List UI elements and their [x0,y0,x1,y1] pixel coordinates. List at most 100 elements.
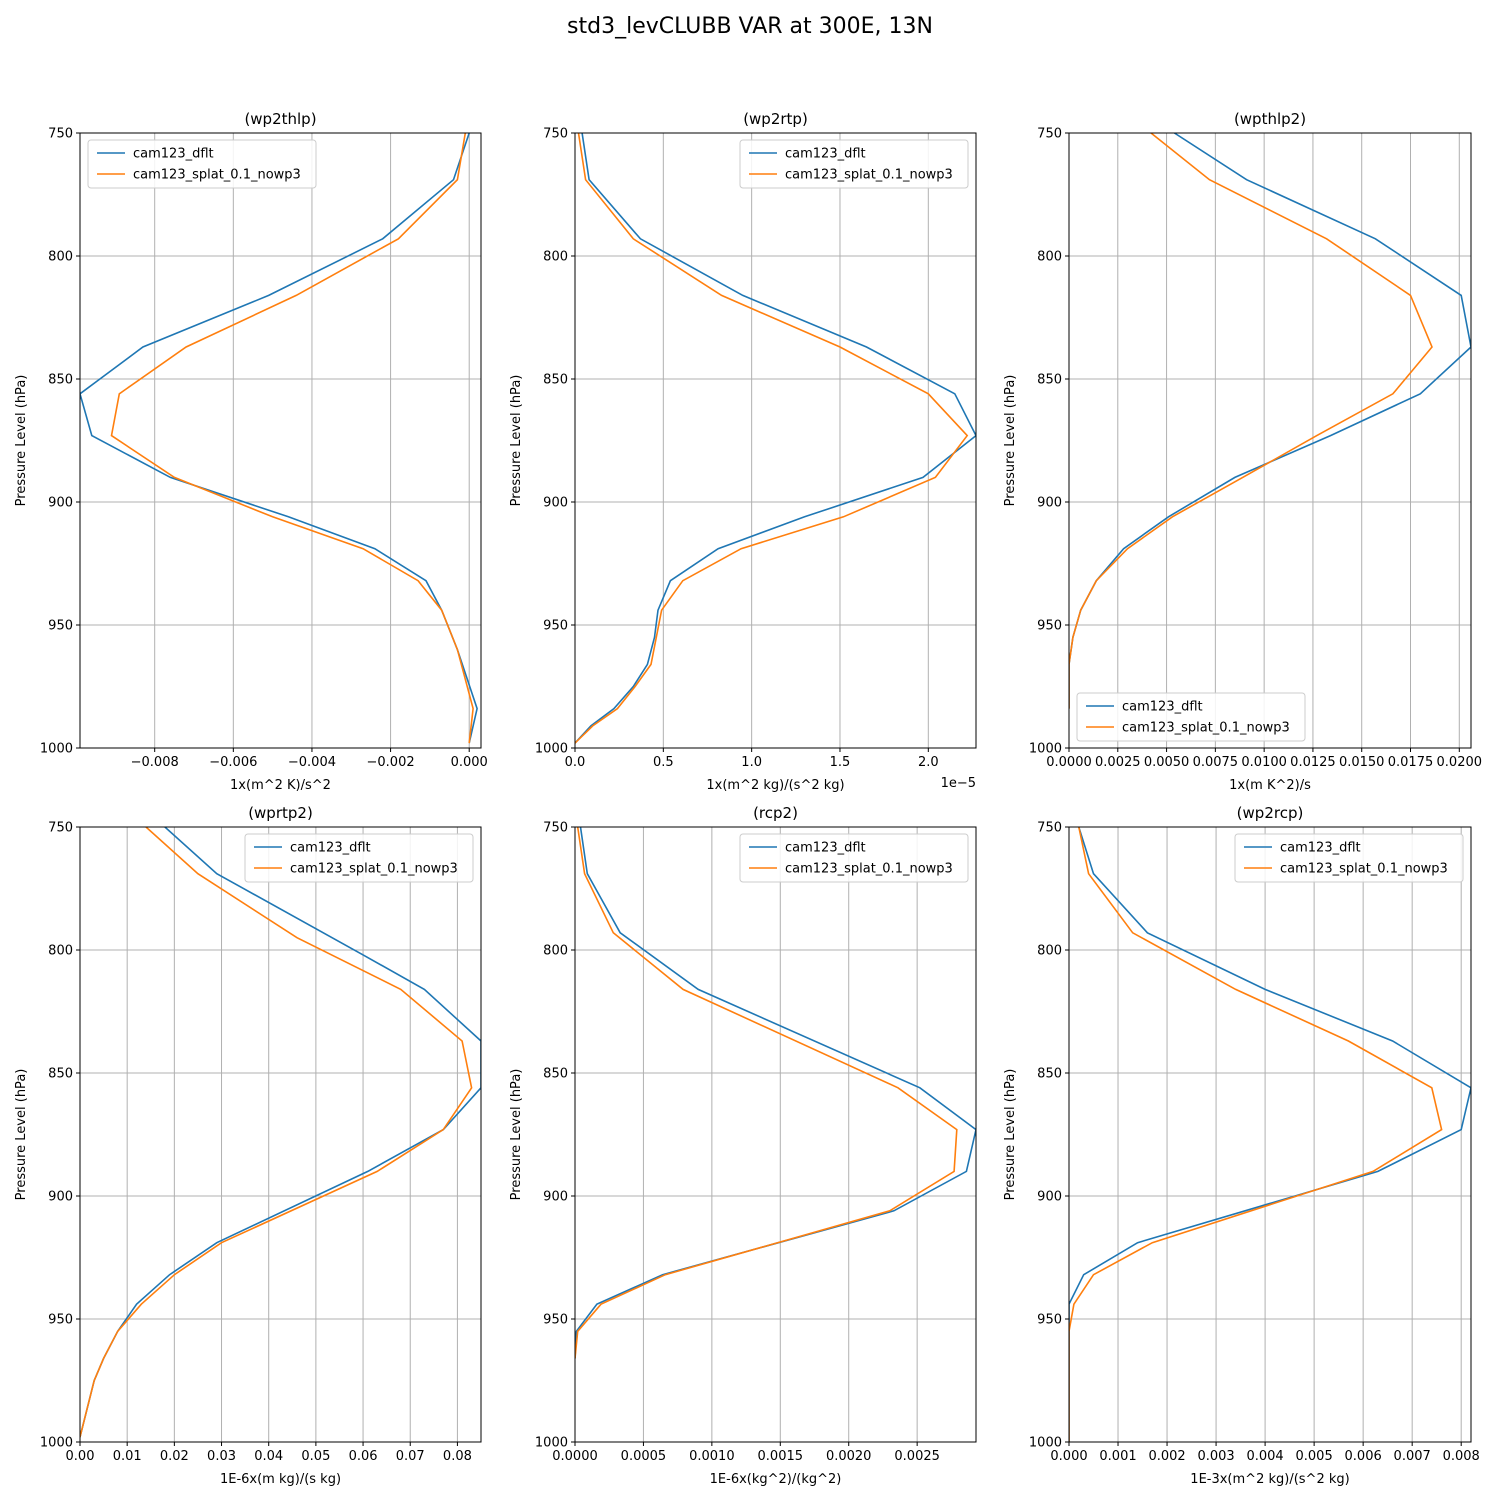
x-tick-label: 0.03 [207,1449,236,1464]
legend-label: cam123_splat_0.1_nowp3 [785,168,953,183]
x-tick-label: 0.0100 [1241,755,1287,770]
legend-box [739,139,969,189]
x-axis-label: 1x(m K^2)/s [1229,778,1311,793]
legend-label: cam123_dflt [1280,841,1361,856]
x-tick-label: 0.0000 [552,1449,598,1464]
x-tick-label: 0.07 [396,1449,425,1464]
x-tick-label: −0.002 [367,755,415,770]
x-tick-label: 0.0025 [1095,755,1141,770]
y-tick-label: 950 [1037,619,1062,634]
x-tick-label: 0.0005 [621,1449,667,1464]
x-tick-label: 0.0015 [758,1449,804,1464]
series-line-splat [1069,827,1443,1442]
series-line-dflt [575,133,976,744]
x-tick-label: 0.04 [254,1449,283,1464]
subplot-4: 0.00 0.01 0.02 0.03 0.04 0.05 0.06 0.07 0.08 750 8… [14,804,482,1487]
legend-label: cam123_dflt [785,841,866,856]
legend-label: cam123_splat_0.1_nowp3 [1122,721,1290,736]
series-line-dflt [575,827,976,1359]
y-tick-label: 950 [543,1313,568,1328]
legend-label: cam123_dflt [785,147,866,162]
legend: cam123_dflt cam123_splat_0.1_nowp3 [244,833,474,883]
y-tick-label: 950 [1037,1313,1062,1328]
x-tick-label: 1.5 [830,755,851,770]
x-tick-label: 2.0 [918,755,939,770]
y-axis-label: Pressure Level (hPa) [1003,375,1018,507]
x-tick-label: 0.01 [113,1449,142,1464]
series-line-splat [1069,133,1433,709]
subplot-6: 0.000 0.001 0.002 0.003 0.004 0.005 0.006 0.007… [1003,804,1480,1487]
y-tick-label: 1000 [535,742,568,757]
x-tick-label: 0.0 [565,755,586,770]
legend-box [244,833,474,883]
x-tick-label: 0.0075 [1193,755,1239,770]
x-tick-label: 0.0150 [1339,755,1385,770]
y-axis-label: Pressure Level (hPa) [14,375,29,507]
subplot-5: 0.0000 0.0005 0.0010 0.0015 0.0020 0.0025 750 8… [509,804,977,1487]
x-tick-label: 0.003 [1197,1449,1234,1464]
x-tick-label: 0.004 [1246,1449,1283,1464]
legend: cam123_dflt cam123_splat_0.1_nowp3 [1234,833,1464,883]
y-axis-label: Pressure Level (hPa) [509,1069,524,1201]
y-tick-label: 850 [543,373,568,388]
y-tick-label: 800 [1037,944,1062,959]
x-tick-label: 0.0050 [1144,755,1190,770]
x-tick-label: 0.002 [1148,1449,1185,1464]
subplot-title: (rcp2) [753,804,798,822]
legend-label: cam123_dflt [290,841,371,856]
y-tick-label: 750 [543,127,568,142]
y-axis-label: Pressure Level (hPa) [1003,1069,1018,1201]
x-tick-label: 0.0025 [894,1449,940,1464]
x-tick-label: −0.006 [209,755,257,770]
y-tick-label: 900 [1037,496,1062,511]
subplot-title: (wpthlp2) [1234,110,1306,128]
legend-box [1234,833,1464,883]
axes-frame [574,826,977,1443]
y-tick-label: 750 [1037,821,1062,836]
x-tick-label: 0.0175 [1388,755,1434,770]
x-tick-label: 0.08 [443,1449,472,1464]
y-tick-label: 900 [48,1190,73,1205]
y-tick-label: 850 [1037,373,1062,388]
y-tick-label: 1000 [535,1436,568,1451]
axes-frame [574,132,977,749]
subplot-1: −0.008 −0.006 −0.004 −0.002 0.000 750 800 850 90… [14,110,488,793]
y-tick-label: 900 [543,1190,568,1205]
y-tick-label: 800 [543,944,568,959]
x-axis-label: 1x(m^2 K)/s^2 [230,778,331,793]
x-axis-label: 1E-6x(m kg)/(s kg) [220,1472,341,1487]
legend-label: cam123_splat_0.1_nowp3 [1280,862,1448,877]
subplot-title: (wp2rcp) [1237,804,1304,822]
y-tick-label: 800 [1037,250,1062,265]
y-tick-label: 750 [48,821,73,836]
y-tick-label: 900 [1037,1190,1062,1205]
y-tick-label: 1000 [40,1436,73,1451]
x-tick-label: 0.006 [1345,1449,1382,1464]
legend-label: cam123_splat_0.1_nowp3 [290,862,458,877]
legend: cam123_dflt cam123_splat_0.1_nowp3 [739,139,969,189]
y-tick-label: 900 [543,496,568,511]
legend-label: cam123_dflt [1122,700,1203,715]
x-tick-label: 0.0020 [826,1449,872,1464]
series-line-splat [575,133,969,744]
x-tick-label: −0.004 [288,755,336,770]
axes-frame [79,132,482,749]
subplot-2: 0.0 0.5 1.0 1.5 2.0 750 800 850 900 950 1000 (wp2rt… [509,110,977,793]
axes-frame [1068,132,1472,749]
y-tick-label: 950 [543,619,568,634]
series-line-dflt [1069,827,1471,1442]
legend-label: cam123_dflt [133,147,214,162]
y-tick-label: 850 [48,1067,73,1082]
subplot-title: (wp2thlp) [244,110,316,128]
series-line-splat [80,827,473,1438]
legend-label: cam123_splat_0.1_nowp3 [133,168,301,183]
y-tick-label: 750 [543,821,568,836]
legend-box [87,139,317,189]
subplot-title: (wprtp2) [248,804,313,822]
y-tick-label: 1000 [1029,742,1062,757]
x-tick-label: 0.0010 [689,1449,735,1464]
series-line-splat [110,133,474,744]
y-tick-label: 900 [48,496,73,511]
x-tick-label: −0.008 [131,755,179,770]
x-axis-label: 1E-6x(kg^2)/(kg^2) [710,1472,842,1487]
